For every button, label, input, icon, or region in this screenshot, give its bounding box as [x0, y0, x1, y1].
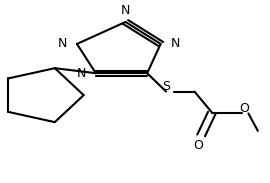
Text: N: N [171, 37, 180, 51]
Text: N: N [58, 37, 67, 51]
Text: S: S [162, 79, 170, 93]
Text: O: O [194, 139, 203, 152]
Text: N: N [76, 67, 86, 80]
Text: O: O [239, 102, 249, 115]
Text: N: N [121, 4, 130, 18]
